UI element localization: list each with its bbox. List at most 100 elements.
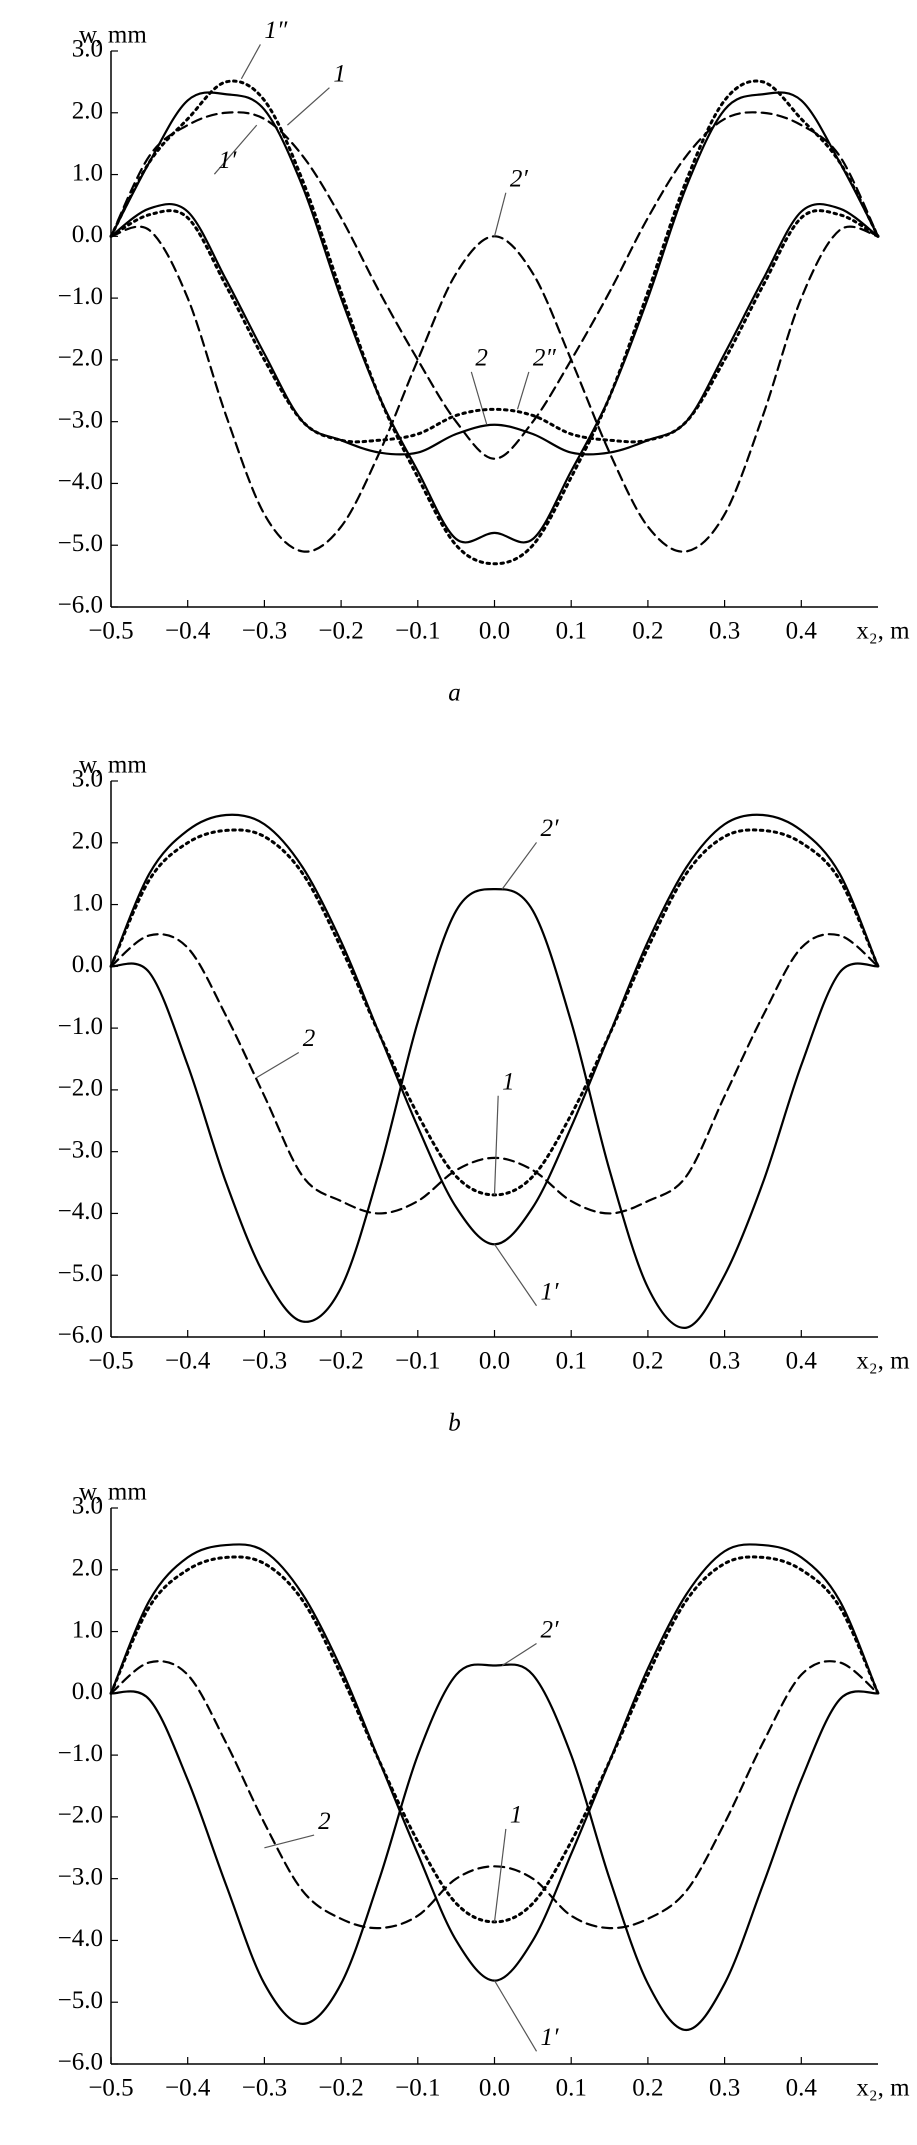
y-tick-label: −5.0 bbox=[58, 1987, 103, 2014]
x-tick-label: −0.3 bbox=[242, 1348, 287, 1375]
x-tick-label: 0.2 bbox=[632, 1348, 663, 1375]
x-axis-label: x₂, m bbox=[856, 1348, 910, 1375]
series-label: 2′ bbox=[510, 165, 528, 192]
leader-line bbox=[493, 1828, 507, 1922]
y-tick-label: 2.0 bbox=[72, 828, 103, 855]
y-tick-label: 1.0 bbox=[72, 159, 103, 186]
x-tick-label: 0.4 bbox=[786, 1348, 818, 1375]
series-line bbox=[109, 202, 880, 456]
leader-line bbox=[287, 87, 330, 126]
x-tick-label: −0.5 bbox=[88, 618, 133, 645]
y-tick-label: −5.0 bbox=[58, 1260, 103, 1287]
leader-line bbox=[213, 124, 258, 175]
x-tick-label: 0.4 bbox=[786, 618, 818, 645]
y-tick-label: 0.0 bbox=[72, 951, 103, 978]
y-tick-label: −3.0 bbox=[58, 1136, 103, 1163]
y-tick-label: −1.0 bbox=[58, 283, 103, 310]
series-label: 1 bbox=[502, 1068, 515, 1095]
series-label: 1 bbox=[333, 60, 346, 87]
x-tick-label: −0.1 bbox=[395, 618, 440, 645]
y-axis-label: w, mm bbox=[79, 22, 147, 49]
leader-line bbox=[264, 1834, 315, 1849]
x-tick-label: −0.4 bbox=[165, 1348, 211, 1375]
series-label: 1″ bbox=[264, 17, 288, 44]
x-tick-label: −0.4 bbox=[165, 2075, 211, 2102]
caption: b bbox=[448, 1410, 461, 1437]
y-tick-label: 3.0 bbox=[72, 766, 103, 793]
series-label: 2′ bbox=[541, 815, 560, 842]
x-tick-label: 0.0 bbox=[479, 618, 510, 645]
series-line bbox=[109, 1543, 880, 1982]
x-axis-label: x₂, m bbox=[856, 618, 910, 645]
y-tick-label: −1.0 bbox=[58, 1013, 103, 1040]
x-tick-label: 0.0 bbox=[479, 2075, 510, 2102]
leader-line bbox=[501, 842, 538, 890]
series-line bbox=[109, 225, 880, 553]
series-label: 1 bbox=[510, 1802, 522, 1829]
x-tick-label: −0.2 bbox=[318, 2075, 363, 2102]
y-tick-label: −1.0 bbox=[58, 1740, 103, 1767]
y-tick-label: −2.0 bbox=[58, 345, 103, 372]
y-tick-label: −2.0 bbox=[58, 1075, 103, 1102]
y-tick-label: −3.0 bbox=[58, 406, 103, 433]
y-tick-label: 0.0 bbox=[72, 221, 103, 248]
y-tick-label: 1.0 bbox=[72, 889, 103, 916]
panel: 3.0 2.0 1.0 0.0 −1.0 −2.0 −3.0 −4.0 −5.0 −6.0−0.5… bbox=[58, 17, 910, 707]
y-tick-label: 2.0 bbox=[72, 1555, 103, 1582]
x-tick-label: −0.5 bbox=[88, 2075, 133, 2102]
series-line bbox=[109, 888, 880, 1329]
series-label: 1′ bbox=[541, 1278, 560, 1305]
x-tick-label: 0.3 bbox=[709, 1348, 740, 1375]
x-tick-label: 0.3 bbox=[709, 2075, 740, 2102]
x-tick-label: 0.1 bbox=[556, 2075, 587, 2102]
series-label: 2 bbox=[318, 1808, 331, 1835]
leader-line bbox=[493, 1095, 499, 1195]
y-tick-label: −5.0 bbox=[58, 530, 103, 557]
x-tick-label: 0.1 bbox=[556, 618, 587, 645]
x-tick-label: 0.0 bbox=[479, 1348, 510, 1375]
series-line bbox=[109, 91, 880, 544]
leader-line bbox=[516, 371, 530, 410]
x-tick-label: −0.5 bbox=[88, 1348, 133, 1375]
series-line bbox=[109, 209, 880, 444]
x-tick-label: −0.2 bbox=[318, 618, 363, 645]
y-tick-label: −4.0 bbox=[58, 468, 103, 495]
series-label: 2″ bbox=[533, 345, 557, 372]
y-tick-label: −3.0 bbox=[58, 1863, 103, 1890]
series-label: 1′ bbox=[541, 2024, 560, 2051]
caption: a bbox=[448, 680, 461, 707]
x-tick-label: −0.1 bbox=[395, 1348, 440, 1375]
x-tick-label: −0.4 bbox=[165, 618, 211, 645]
y-tick-label: −6.0 bbox=[58, 1322, 103, 1349]
leader-line bbox=[470, 371, 488, 425]
leader-line bbox=[240, 44, 261, 80]
series-line bbox=[109, 1660, 880, 1930]
y-tick-label: 1.0 bbox=[72, 1616, 103, 1643]
x-tick-label: 0.1 bbox=[556, 1348, 587, 1375]
series-line bbox=[109, 111, 880, 460]
series-line bbox=[109, 79, 880, 566]
x-tick-label: −0.1 bbox=[395, 2075, 440, 2102]
panel: 3.0 2.0 1.0 0.0 −1.0 −2.0 −3.0 −4.0 −5.0 −6.0−0.5… bbox=[58, 1479, 910, 2145]
leader-line bbox=[494, 1243, 538, 1307]
x-tick-label: −0.3 bbox=[242, 618, 287, 645]
series-line bbox=[109, 1663, 880, 2032]
y-tick-label: −4.0 bbox=[58, 1198, 103, 1225]
x-axis-label: x₂, m bbox=[856, 2075, 910, 2102]
leader-line bbox=[493, 192, 507, 237]
series-label: 2′ bbox=[541, 1616, 560, 1643]
x-tick-label: −0.3 bbox=[242, 2075, 287, 2102]
x-tick-label: 0.2 bbox=[632, 2075, 663, 2102]
y-tick-label: −6.0 bbox=[58, 2049, 103, 2076]
leader-line bbox=[501, 1643, 537, 1667]
y-tick-label: −4.0 bbox=[58, 1925, 103, 1952]
y-tick-label: 3.0 bbox=[72, 36, 103, 63]
series-line bbox=[109, 933, 880, 1215]
series-label: 2 bbox=[303, 1025, 316, 1052]
y-tick-label: −6.0 bbox=[58, 592, 103, 619]
x-tick-label: 0.2 bbox=[632, 618, 663, 645]
x-tick-label: 0.3 bbox=[709, 618, 740, 645]
panel: 3.0 2.0 1.0 0.0 −1.0 −2.0 −3.0 −4.0 −5.0 −6.0−0.5… bbox=[58, 752, 910, 1437]
y-tick-label: 0.0 bbox=[72, 1678, 103, 1705]
